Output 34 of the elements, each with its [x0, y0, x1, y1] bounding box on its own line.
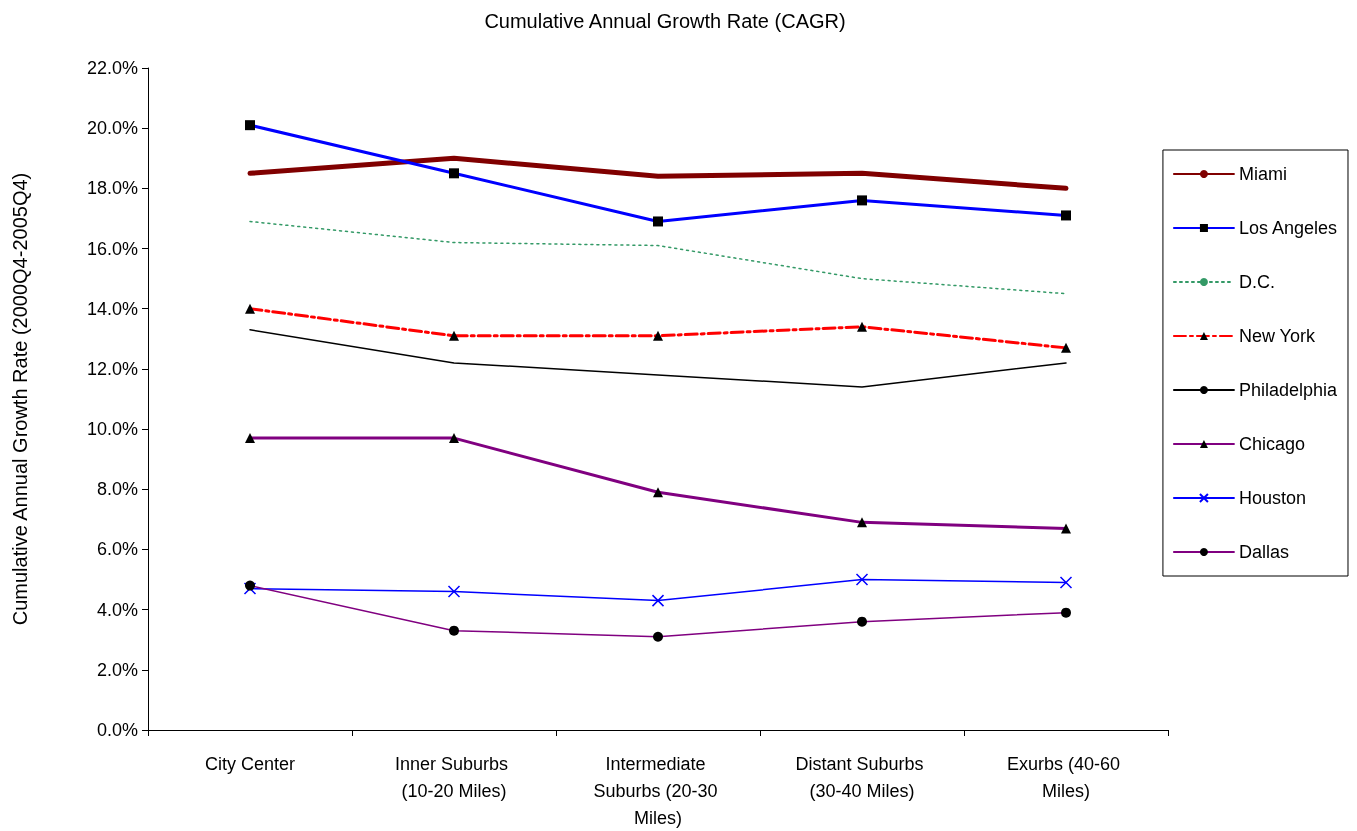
legend-label: New York [1238, 326, 1316, 346]
line-series [249, 220, 1067, 295]
y-tick-label: 0.0% [96, 720, 138, 740]
legend-label: Miami [1238, 164, 1287, 184]
y-tick-label: 12.0% [86, 358, 138, 379]
y-tick-label: 10.0% [86, 419, 138, 440]
y-tick-label: 6.0% [96, 539, 138, 560]
x-tick-label: Intermediate Suburbs (20-30 Miles) [593, 753, 723, 828]
y-tick-label: 20.0% [86, 118, 138, 139]
point [855, 573, 869, 586]
y-axis-title: Cumulative Annual Growth Rate (2000Q4-2005Q4) [9, 172, 31, 626]
y-tick-label: 8.0% [96, 479, 138, 500]
legend-label: D.C. [1238, 272, 1275, 292]
chart-title: Cumulative Annual Growth Rate (CAGR) [484, 10, 846, 32]
x-tick-label: Distant Suburbs (30-40 Miles) [795, 753, 929, 801]
y-tick-label: 22.0% [86, 58, 138, 78]
legend-label: Philadelphia [1238, 380, 1338, 400]
point [1059, 576, 1073, 589]
x-tick-label: City Center [204, 753, 296, 774]
x-tick-label: Inner Suburbs (10-20 Miles) [394, 753, 514, 801]
point [243, 582, 257, 595]
point [447, 585, 461, 598]
point [651, 594, 665, 607]
y-tick-label: 18.0% [86, 178, 138, 199]
legend-label: Los Angeles [1238, 218, 1338, 238]
legend-label: Chicago [1238, 434, 1305, 454]
line-series [249, 329, 1067, 388]
legend-label: Dallas [1238, 542, 1289, 562]
y-tick-label: 4.0% [96, 599, 138, 620]
x-tick-label: Exurbs (40-60 Miles) [1006, 753, 1126, 801]
y-tick-label: 14.0% [86, 298, 138, 319]
legend-label: Houston [1238, 488, 1306, 508]
y-tick-label: 16.0% [86, 238, 138, 259]
y-tick-label: 2.0% [96, 659, 138, 680]
